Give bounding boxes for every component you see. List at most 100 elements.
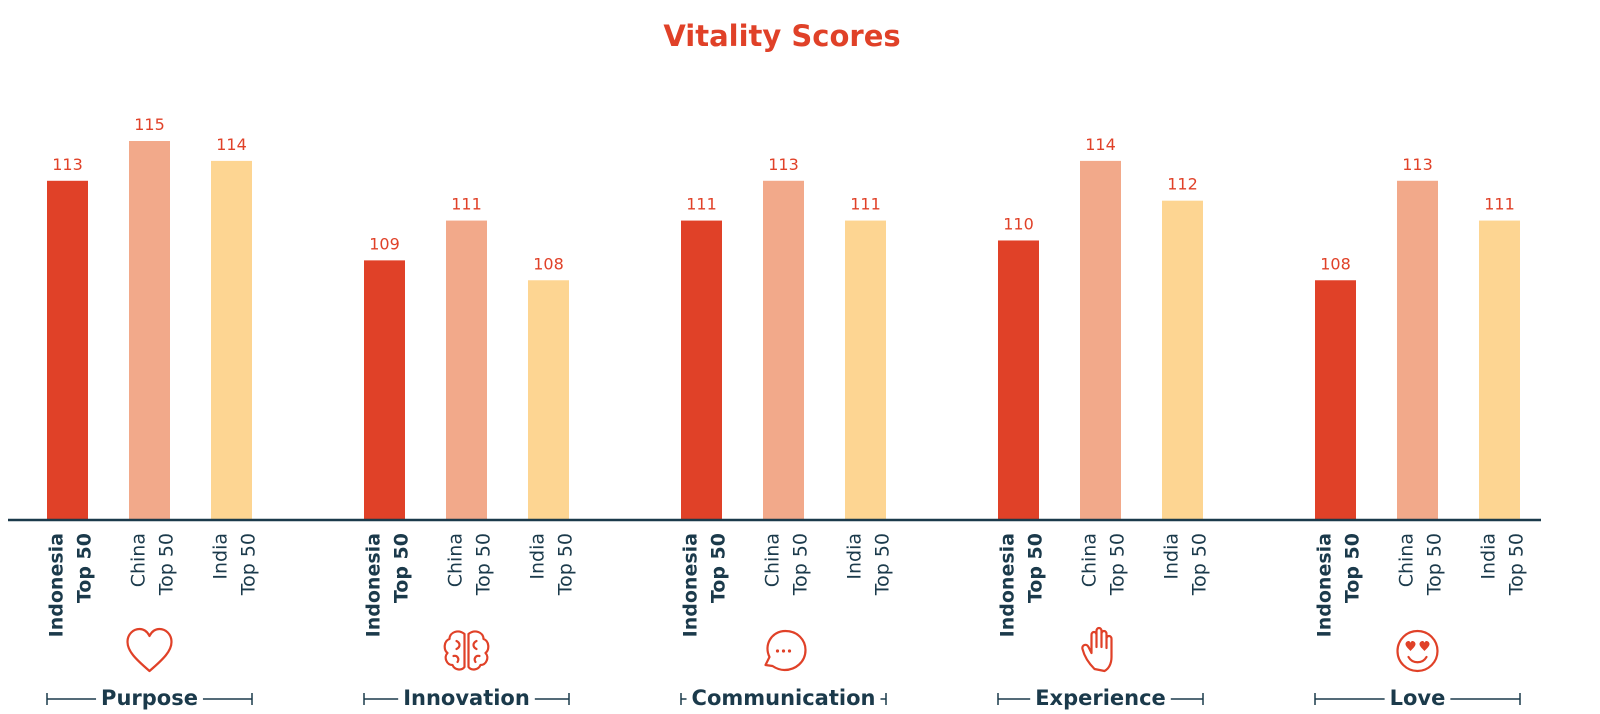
tick-label-communication-india-top-50: India Top 50 — [844, 533, 894, 596]
tick-label-line1: China — [445, 533, 467, 587]
tick-label-line2: Top 50 — [74, 533, 96, 603]
tick-label-communication-indonesia-top-50: Indonesia Top 50 — [680, 533, 730, 637]
smiley-heart-eye-left — [1405, 641, 1416, 651]
bar-experience-china-top-50 — [1080, 160, 1121, 520]
brain-icon — [443, 630, 490, 671]
tick-label-line2: Top 50 — [1342, 533, 1364, 603]
category-label-purpose: Purpose — [101, 686, 198, 710]
tick-label-line2: Top 50 — [1107, 533, 1129, 596]
tick-label-line1: Indonesia — [363, 533, 385, 637]
tick-label-line2: Top 50 — [1189, 533, 1211, 596]
bar-purpose-india-top-50 — [211, 160, 252, 520]
speech-bubble-icon — [764, 629, 807, 672]
tick-label-line1: China — [128, 533, 150, 587]
bar-communication-china-top-50 — [763, 180, 804, 519]
data-label-communication-china-top-50: 113 — [768, 155, 799, 174]
tick-label-experience-indonesia-top-50: Indonesia Top 50 — [997, 533, 1047, 637]
tick-label-line1: Indonesia — [680, 533, 702, 637]
smiley-face — [1396, 629, 1439, 673]
bubble-dot-3 — [787, 649, 792, 653]
heart-icon — [126, 627, 173, 673]
tick-label-line2: Top 50 — [790, 533, 812, 596]
heart-eyes-smiley-icon — [1396, 629, 1439, 673]
tick-label-line2: Top 50 — [391, 533, 413, 603]
tick-label-love-india-top-50: India Top 50 — [1478, 533, 1528, 596]
tick-label-love-indonesia-top-50: Indonesia Top 50 — [1314, 533, 1364, 637]
bubble-dot-2 — [781, 649, 786, 653]
data-label-communication-india-top-50: 111 — [850, 195, 881, 214]
tick-label-line1: India — [210, 533, 232, 580]
tick-label-line2: Top 50 — [708, 533, 730, 603]
tick-label-innovation-india-top-50: India Top 50 — [527, 533, 577, 596]
bar-innovation-indonesia-top-50 — [364, 260, 405, 519]
tick-label-line1: Indonesia — [997, 533, 1019, 637]
tick-label-line1: China — [1079, 533, 1101, 587]
data-label-innovation-indonesia-top-50: 109 — [369, 234, 400, 253]
bar-purpose-indonesia-top-50 — [47, 180, 88, 519]
data-label-love-india-top-50: 111 — [1484, 195, 1515, 214]
smiley-mouth — [1407, 655, 1428, 664]
tick-label-line2: Top 50 — [872, 533, 894, 596]
category-label-innovation: Innovation — [403, 686, 530, 710]
tick-label-purpose-china-top-50: China Top 50 — [128, 533, 178, 596]
tick-label-line2: Top 50 — [1506, 533, 1528, 596]
tick-label-line1: Indonesia — [1314, 533, 1336, 637]
bar-love-china-top-50 — [1397, 180, 1438, 519]
brain-left-lobe — [443, 630, 466, 671]
data-label-purpose-china-top-50: 115 — [134, 115, 165, 134]
tick-label-communication-china-top-50: China Top 50 — [762, 533, 812, 596]
tick-label-line1: India — [844, 533, 866, 580]
bar-innovation-china-top-50 — [446, 220, 487, 519]
data-label-purpose-indonesia-top-50: 113 — [52, 155, 83, 174]
tick-label-line2: Top 50 — [238, 533, 260, 596]
data-label-experience-indonesia-top-50: 110 — [1003, 214, 1034, 233]
chart-title: Vitality Scores — [663, 19, 900, 53]
bar-love-india-top-50 — [1479, 220, 1520, 519]
data-label-love-indonesia-top-50: 108 — [1320, 254, 1351, 273]
data-label-communication-indonesia-top-50: 111 — [686, 195, 717, 214]
data-label-experience-china-top-50: 114 — [1085, 135, 1116, 154]
data-label-love-china-top-50: 113 — [1402, 155, 1433, 174]
tick-label-line1: China — [1396, 533, 1418, 587]
hand-outline — [1081, 626, 1113, 673]
category-label-experience: Experience — [1035, 686, 1166, 710]
smiley-heart-eye-right — [1419, 641, 1430, 651]
bar-communication-india-top-50 — [845, 220, 886, 519]
tick-label-line1: Indonesia — [46, 533, 68, 637]
brain-folds — [452, 639, 481, 664]
data-label-purpose-india-top-50: 114 — [216, 135, 247, 154]
tick-label-line2: Top 50 — [1025, 533, 1047, 603]
bar-purpose-china-top-50 — [129, 141, 170, 519]
tick-label-line1: India — [1478, 533, 1500, 580]
bar-communication-indonesia-top-50 — [681, 220, 722, 519]
data-label-innovation-china-top-50: 111 — [451, 195, 482, 214]
heart-shape — [126, 627, 173, 673]
tick-label-innovation-china-top-50: China Top 50 — [445, 533, 495, 596]
category-label-love: Love — [1390, 686, 1446, 710]
tick-label-line2: Top 50 — [473, 533, 495, 596]
bar-experience-india-top-50 — [1162, 200, 1203, 519]
data-label-innovation-india-top-50: 108 — [533, 254, 564, 273]
tick-label-line1: India — [1161, 533, 1183, 580]
bubble-dot-1 — [775, 649, 780, 653]
hand-icon — [1081, 626, 1113, 673]
tick-label-purpose-indonesia-top-50: Indonesia Top 50 — [46, 533, 96, 637]
tick-label-purpose-india-top-50: India Top 50 — [210, 533, 260, 596]
tick-label-line2: Top 50 — [1424, 533, 1446, 596]
bar-experience-indonesia-top-50 — [998, 240, 1039, 519]
tick-label-love-china-top-50: China Top 50 — [1396, 533, 1446, 596]
tick-label-innovation-indonesia-top-50: Indonesia Top 50 — [363, 533, 413, 637]
bar-innovation-india-top-50 — [528, 280, 569, 519]
brain-right-lobe — [467, 630, 490, 671]
tick-label-experience-india-top-50: India Top 50 — [1161, 533, 1211, 596]
tick-label-line2: Top 50 — [156, 533, 178, 596]
tick-label-line1: India — [527, 533, 549, 580]
tick-label-line2: Top 50 — [555, 533, 577, 596]
category-label-communication: Communication — [692, 686, 876, 710]
tick-label-line1: China — [762, 533, 784, 587]
tick-label-experience-china-top-50: China Top 50 — [1079, 533, 1129, 596]
bar-love-indonesia-top-50 — [1315, 280, 1356, 519]
data-label-experience-india-top-50: 112 — [1167, 175, 1198, 194]
bubble-outline — [764, 629, 807, 672]
